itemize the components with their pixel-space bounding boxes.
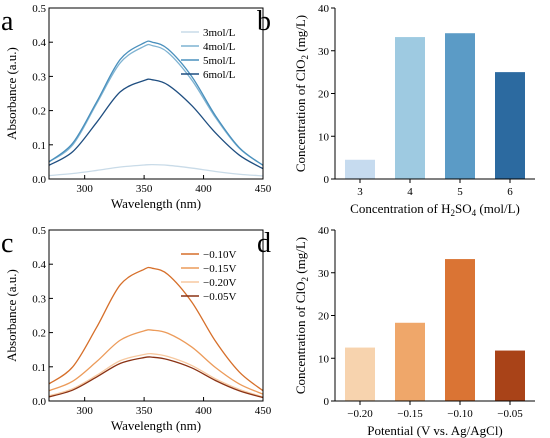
legend-label: 6mol/L bbox=[203, 69, 236, 81]
x-tick-label: 3 bbox=[357, 186, 363, 198]
series-line-0 bbox=[48, 163, 264, 177]
bar-6 bbox=[495, 72, 525, 179]
series-line-2 bbox=[48, 40, 264, 166]
legend-label: 5mol/L bbox=[203, 55, 236, 67]
y-tick-label: 0 bbox=[324, 174, 330, 186]
series-line-0 bbox=[48, 266, 264, 392]
plot-frame bbox=[48, 7, 264, 180]
y-tick-label: 20 bbox=[318, 311, 330, 323]
panel-label: d bbox=[257, 228, 271, 259]
x-tick-label: 450 bbox=[255, 183, 272, 195]
x-tick-label: 400 bbox=[195, 183, 212, 195]
x-tick-label: 300 bbox=[76, 183, 93, 195]
series-line-1 bbox=[48, 43, 264, 166]
x-tick-label: 300 bbox=[76, 405, 93, 417]
y-tick-label: 0.5 bbox=[32, 3, 46, 15]
y-tick-label: 0.5 bbox=[32, 225, 46, 237]
panel-d: −0.20 −0.15 −0.10 −0.05 0 10 20 30 40 Potential (… bbox=[257, 225, 535, 438]
legend-label: −0.15V bbox=[203, 263, 236, 275]
x-tick-label: −0.10 bbox=[447, 408, 473, 420]
panel-label: b bbox=[257, 6, 271, 37]
panel-a: 300 350 400 450 0.0 0.1 0.2 0.3 0.4 0.5 Wavelength… bbox=[1, 3, 272, 211]
y-tick-label: 0.4 bbox=[32, 259, 46, 271]
x-tick-label: 350 bbox=[136, 405, 153, 417]
x-axis-label-part: SO bbox=[455, 201, 472, 216]
x-tick-label: −0.15 bbox=[397, 408, 423, 420]
y-tick-label: 10 bbox=[318, 131, 330, 143]
y-tick-label: 30 bbox=[318, 46, 330, 58]
bar-−0.15 bbox=[395, 322, 425, 401]
y-axis-label-part: Concentration of ClO bbox=[293, 281, 308, 394]
bar-−0.10 bbox=[445, 259, 475, 401]
y-tick-label: 0.3 bbox=[32, 293, 46, 305]
legend-label: 3mol/L bbox=[203, 27, 236, 39]
legend-label: −0.05V bbox=[203, 291, 236, 303]
x-axis-label: Wavelength (nm) bbox=[111, 418, 201, 433]
x-tick-label: 4 bbox=[407, 186, 413, 198]
y-tick-label: 30 bbox=[318, 268, 330, 280]
y-axis-label-part: (mg/L) bbox=[293, 237, 308, 277]
panel-label: a bbox=[1, 6, 14, 37]
x-tick-label: 350 bbox=[136, 183, 153, 195]
y-tick-label: 0.1 bbox=[32, 140, 46, 152]
x-tick-label: 400 bbox=[195, 405, 212, 417]
y-tick-label: 0.0 bbox=[32, 396, 46, 408]
y-axis-label: Concentration of ClO2 (mg/L) bbox=[293, 15, 310, 172]
legend-label: −0.20V bbox=[203, 277, 236, 289]
x-tick-label: 6 bbox=[507, 186, 513, 198]
series-line-1 bbox=[48, 329, 264, 395]
x-axis-label: Concentration of H2SO4 (mol/L) bbox=[350, 201, 520, 218]
legend-label: −0.10V bbox=[203, 249, 236, 261]
legend-label: 4mol/L bbox=[203, 41, 236, 53]
y-tick-label: 0.0 bbox=[32, 174, 46, 186]
y-tick-label: 20 bbox=[318, 89, 330, 101]
x-axis-label: Wavelength (nm) bbox=[111, 196, 201, 211]
panel-c: 300 350 400 450 0.0 0.1 0.2 0.3 0.4 0.5 Wavelength… bbox=[1, 225, 272, 433]
series-line-3 bbox=[48, 78, 264, 170]
x-axis-label: Potential (V vs. Ag/AgCl) bbox=[367, 423, 503, 438]
y-tick-label: 40 bbox=[318, 3, 330, 15]
series-line-3 bbox=[48, 356, 264, 399]
y-tick-label: 10 bbox=[318, 353, 330, 365]
x-tick-label: −0.20 bbox=[347, 408, 373, 420]
y-axis-label-part: (mg/L) bbox=[293, 15, 308, 55]
y-axis-label-part: 2 bbox=[300, 277, 310, 282]
bar-3 bbox=[345, 159, 375, 179]
y-tick-label: 0.2 bbox=[32, 328, 46, 340]
y-axis-label: Absorbance (a.u.) bbox=[4, 47, 19, 140]
y-axis-label-part: Concentration of ClO bbox=[293, 59, 308, 172]
y-axis-label-part: 2 bbox=[300, 55, 310, 60]
bar-−0.05 bbox=[495, 350, 525, 401]
y-axis-label: Concentration of ClO2 (mg/L) bbox=[293, 237, 310, 394]
y-tick-label: 40 bbox=[318, 225, 330, 237]
x-axis-label-part: 4 bbox=[472, 208, 477, 218]
bar-5 bbox=[445, 33, 475, 179]
x-axis-label-part: (mol/L) bbox=[476, 201, 520, 216]
y-axis-label: Absorbance (a.u.) bbox=[4, 269, 19, 362]
bar-−0.20 bbox=[345, 347, 375, 401]
bar-4 bbox=[395, 37, 425, 179]
x-axis-label-part: 2 bbox=[451, 208, 456, 218]
y-tick-label: 0 bbox=[324, 396, 330, 408]
x-tick-label: 5 bbox=[457, 186, 463, 198]
x-tick-label: 450 bbox=[255, 405, 272, 417]
x-tick-label: −0.05 bbox=[497, 408, 523, 420]
y-tick-label: 0.1 bbox=[32, 362, 46, 374]
series-line-2 bbox=[48, 352, 264, 398]
y-tick-label: 0.2 bbox=[32, 106, 46, 118]
panel-label: c bbox=[1, 228, 13, 259]
y-tick-label: 0.4 bbox=[32, 37, 46, 49]
plot-frame bbox=[48, 229, 264, 402]
x-axis-label-part: Concentration of H bbox=[350, 201, 450, 216]
y-tick-label: 0.3 bbox=[32, 71, 46, 83]
